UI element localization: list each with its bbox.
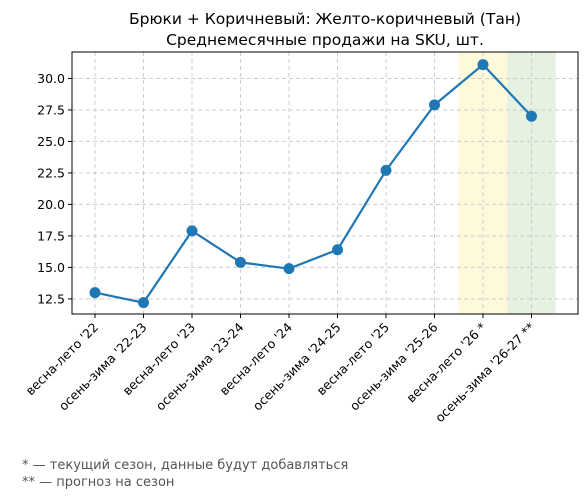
y-tick-label-7: 27.5 bbox=[37, 102, 65, 117]
chart-title: Брюки + Коричневый: Желто-коричневый (Та… bbox=[129, 10, 521, 28]
chart-subtitle: Среднемесячные продажи на SKU, шт. bbox=[166, 31, 484, 49]
data-point-6 bbox=[332, 244, 343, 256]
highlight-band-2 bbox=[507, 52, 556, 314]
x-tick-label-6: осень-зима '24-25 bbox=[250, 320, 344, 414]
y-tick-label-2: 15.0 bbox=[37, 260, 65, 275]
data-point-5 bbox=[283, 263, 295, 275]
plot-area: 12.515.017.520.022.525.027.530.0весна-ле… bbox=[22, 51, 579, 426]
y-tick-label-6: 25.0 bbox=[37, 134, 65, 149]
footnote-forecast: ** — прогноз на сезон bbox=[22, 475, 174, 490]
data-point-4 bbox=[235, 256, 246, 268]
x-tick-label-2: осень-зима '22-23 bbox=[56, 320, 150, 414]
x-tick-label-8: осень-зима '25-26 bbox=[347, 319, 441, 413]
series-line bbox=[94, 63, 533, 304]
data-point-10 bbox=[526, 110, 537, 122]
y-tick-label-5: 22.5 bbox=[37, 165, 65, 180]
y-tick-label-4: 20.0 bbox=[37, 197, 65, 212]
y-tick-label-3: 17.5 bbox=[37, 228, 65, 243]
y-tick-label-8: 30.0 bbox=[37, 71, 65, 86]
x-tick-label-4: осень-зима '23-24 bbox=[153, 319, 247, 413]
data-point-8 bbox=[429, 99, 440, 111]
y-tick-label-1: 12.5 bbox=[37, 291, 65, 306]
data-point-1 bbox=[89, 287, 101, 299]
data-point-3 bbox=[186, 225, 198, 237]
footnote-current-season: * — текущий сезон, данные будут добавлят… bbox=[22, 458, 348, 473]
axes-frame bbox=[71, 51, 579, 315]
data-point-9 bbox=[477, 59, 489, 71]
x-tick-label-10: осень-зима '26-27 ** bbox=[432, 320, 538, 426]
data-point-7 bbox=[380, 164, 392, 176]
highlight-band-1 bbox=[458, 52, 508, 314]
data-point-2 bbox=[138, 297, 149, 309]
